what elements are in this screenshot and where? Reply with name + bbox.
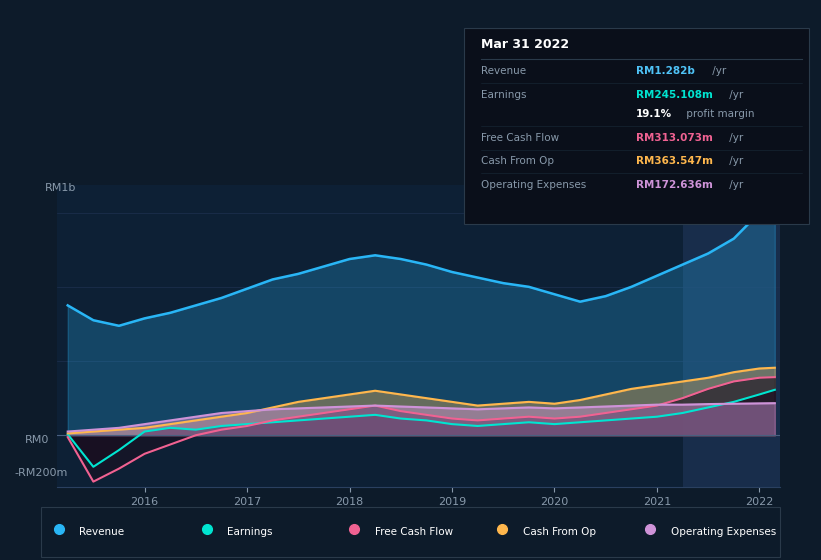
Text: Operating Expenses: Operating Expenses (481, 180, 586, 190)
Text: RM0: RM0 (25, 435, 49, 445)
Bar (682, 185, 785, 487)
Text: /yr: /yr (726, 180, 743, 190)
Text: /yr: /yr (726, 90, 743, 100)
FancyBboxPatch shape (41, 507, 780, 557)
Text: RM313.073m: RM313.073m (636, 133, 713, 143)
Text: Cash From Op: Cash From Op (523, 527, 596, 537)
Text: -RM200m: -RM200m (15, 468, 68, 478)
Text: 19.1%: 19.1% (636, 109, 672, 119)
Text: RM172.636m: RM172.636m (636, 180, 713, 190)
Text: /yr: /yr (726, 156, 743, 166)
Text: /yr: /yr (709, 66, 726, 76)
Text: profit margin: profit margin (683, 109, 754, 119)
Text: RM363.547m: RM363.547m (636, 156, 713, 166)
Text: Operating Expenses: Operating Expenses (671, 527, 776, 537)
Text: Free Cash Flow: Free Cash Flow (375, 527, 453, 537)
Text: /yr: /yr (726, 133, 743, 143)
Text: Mar 31 2022: Mar 31 2022 (481, 38, 569, 51)
Text: Earnings: Earnings (481, 90, 526, 100)
FancyBboxPatch shape (464, 28, 809, 224)
Text: RM245.108m: RM245.108m (636, 90, 713, 100)
Text: Earnings: Earnings (227, 527, 273, 537)
Text: Free Cash Flow: Free Cash Flow (481, 133, 559, 143)
Text: RM1b: RM1b (45, 183, 76, 193)
Text: Revenue: Revenue (80, 527, 125, 537)
Text: RM1.282b: RM1.282b (636, 66, 695, 76)
Text: Cash From Op: Cash From Op (481, 156, 554, 166)
Text: Revenue: Revenue (481, 66, 526, 76)
